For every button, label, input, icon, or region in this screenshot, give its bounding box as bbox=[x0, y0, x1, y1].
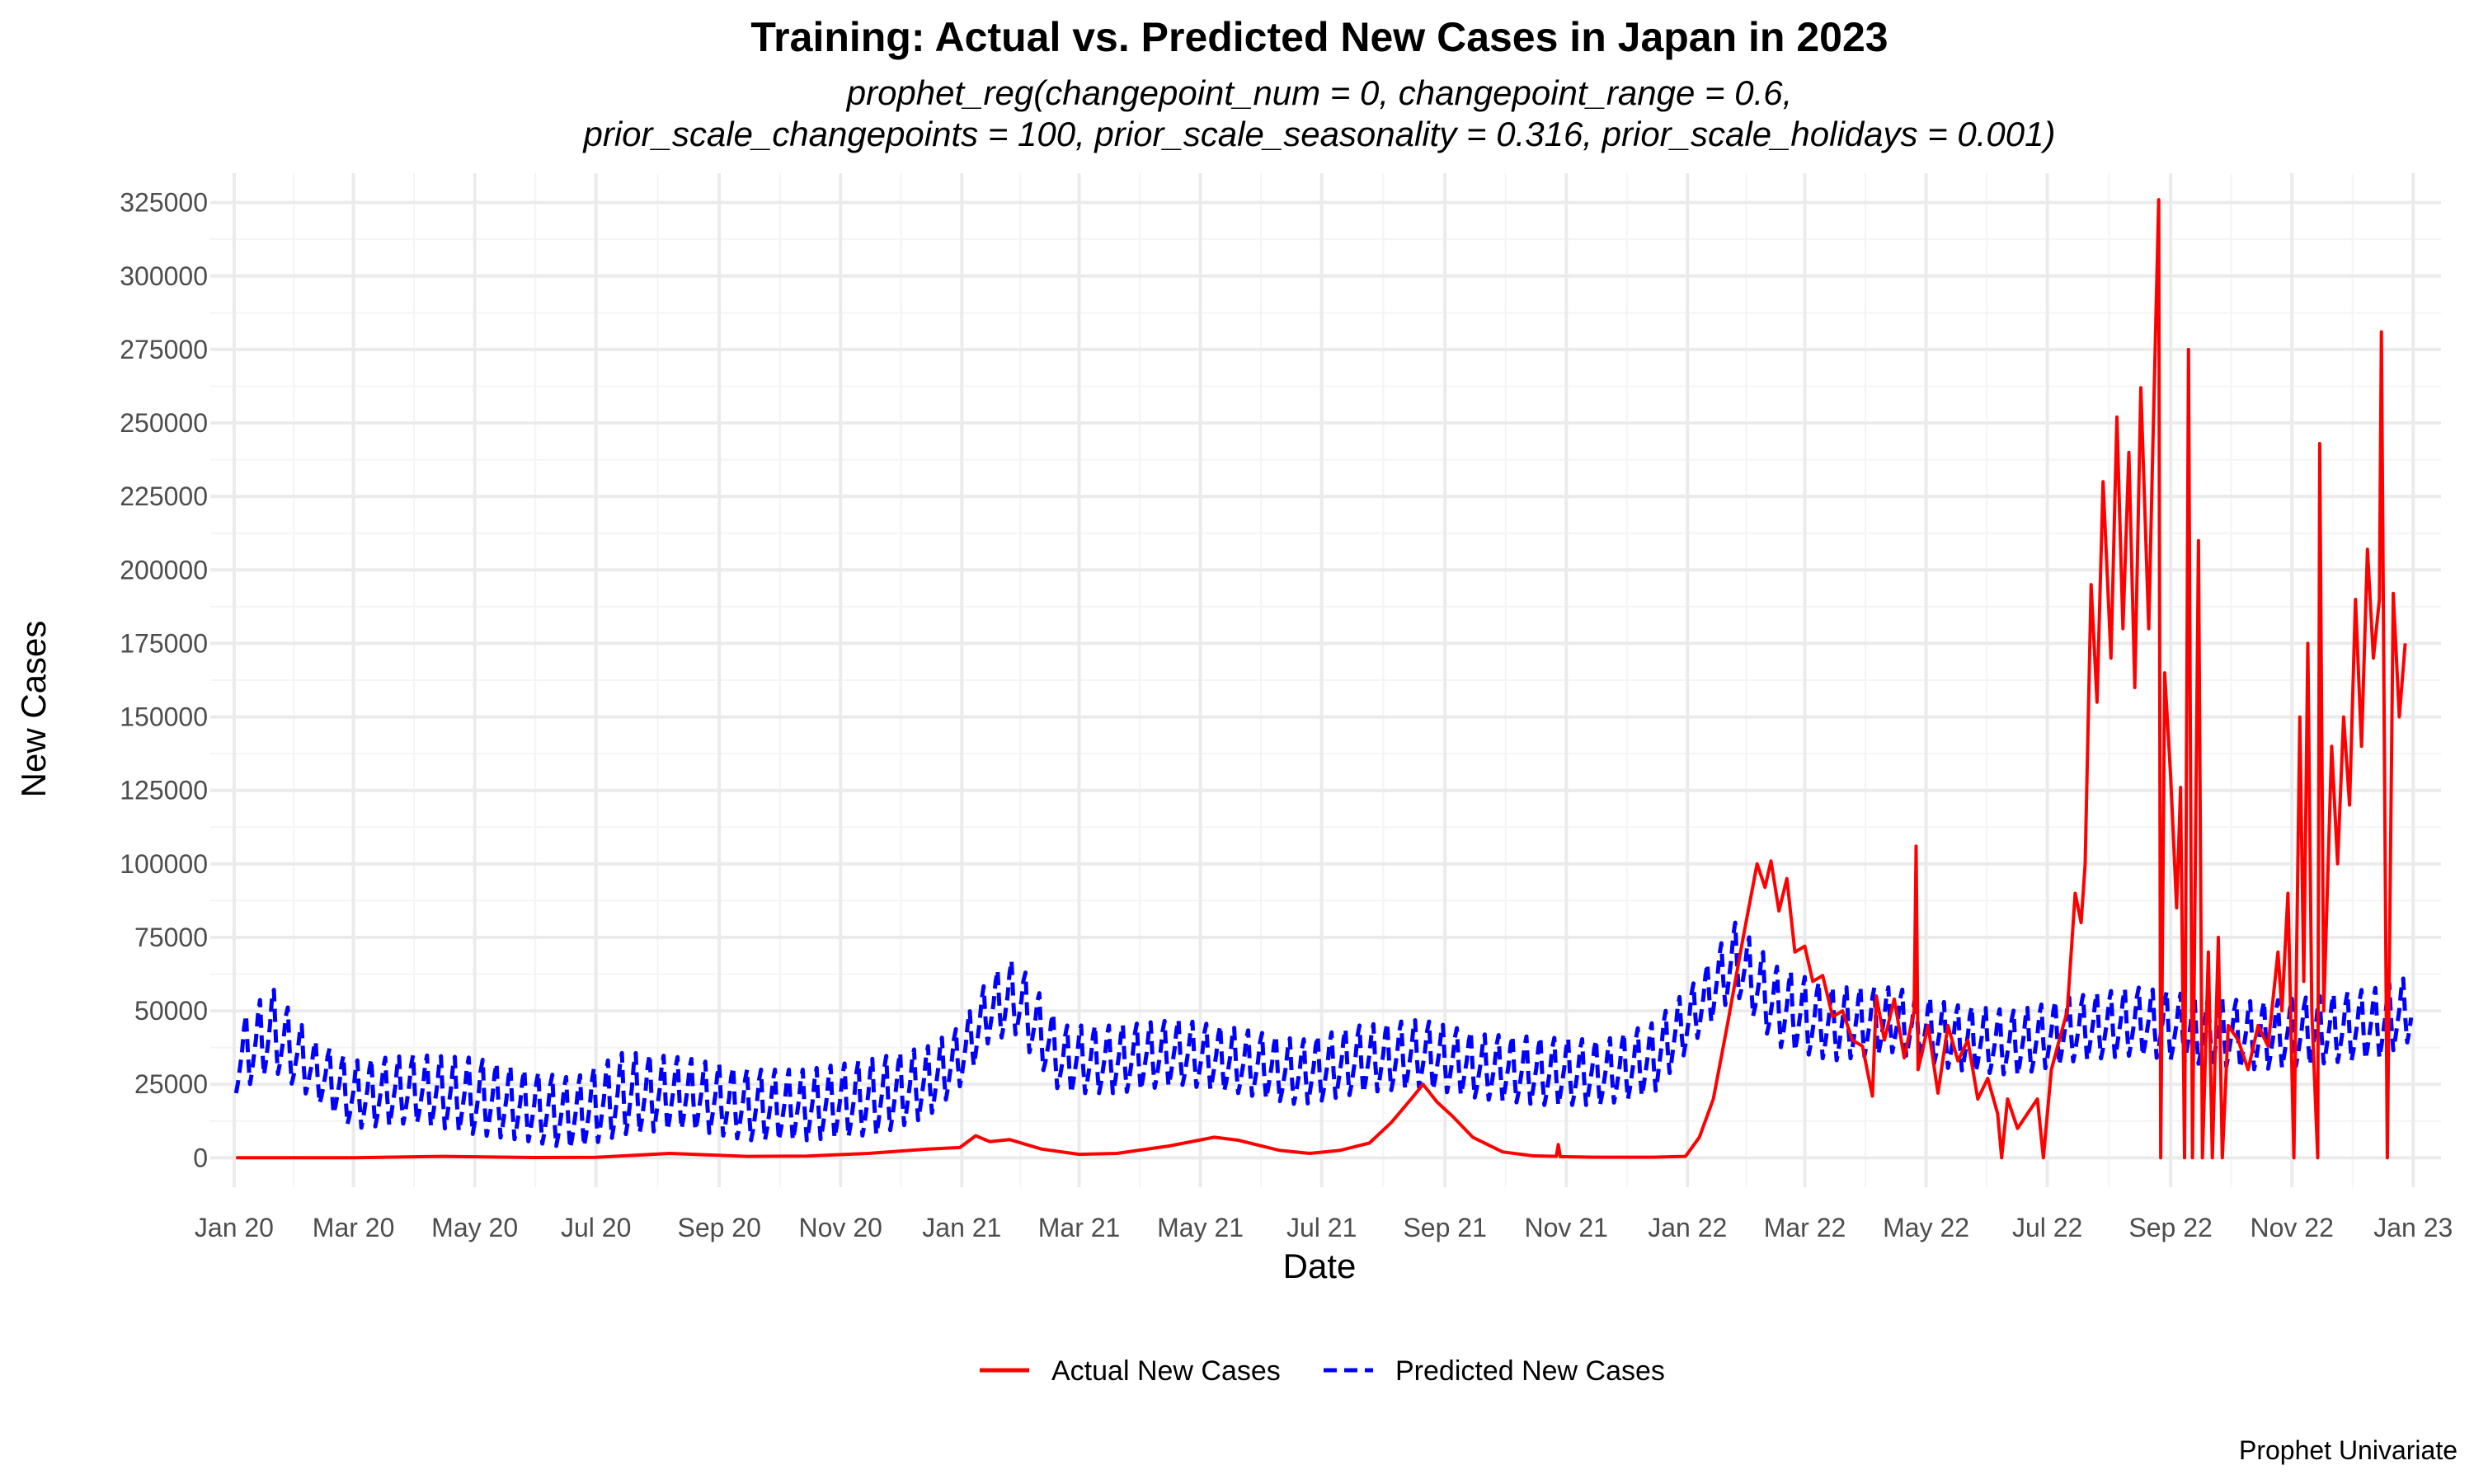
x-tick-label: Jul 22 bbox=[2012, 1213, 2082, 1242]
plot-area bbox=[233, 198, 2414, 1160]
x-tick-label: Sep 22 bbox=[2128, 1213, 2212, 1242]
y-tick-label: 125000 bbox=[120, 776, 208, 805]
x-axis-ticks: Jan 20 Mar 20 May 20 Jul 20 Sep 20 Nov 20 Jan … bbox=[195, 1213, 2453, 1242]
legend: Actual New Cases Predicted New Cases bbox=[980, 1355, 1665, 1387]
x-tick-label: Jan 21 bbox=[922, 1213, 1001, 1242]
y-tick-label: 225000 bbox=[120, 481, 208, 511]
x-tick-label: Jan 20 bbox=[195, 1213, 274, 1242]
y-tick-label: 200000 bbox=[120, 555, 208, 585]
x-tick-label: Jul 20 bbox=[561, 1213, 631, 1242]
y-tick-label: 75000 bbox=[134, 923, 208, 952]
x-tick-label: Jan 23 bbox=[2373, 1213, 2453, 1242]
x-tick-label: May 22 bbox=[1883, 1213, 1969, 1242]
legend-label-actual: Actual New Cases bbox=[1051, 1355, 1281, 1387]
x-tick-label: Nov 20 bbox=[799, 1213, 882, 1242]
chart-subtitle-line-2: prior_scale_changepoints = 100, prior_sc… bbox=[582, 115, 2056, 153]
x-tick-label: Mar 22 bbox=[1764, 1213, 1846, 1242]
y-axis-ticks: 0 25000 50000 75000 100000 125000 150000 175000… bbox=[120, 188, 208, 1173]
x-tick-label: May 20 bbox=[431, 1213, 518, 1242]
y-tick-label: 50000 bbox=[134, 996, 208, 1026]
x-tick-label: Sep 21 bbox=[1403, 1213, 1486, 1242]
x-tick-label: Mar 20 bbox=[313, 1213, 395, 1242]
x-axis-title: Date bbox=[1283, 1247, 1357, 1285]
y-tick-label: 250000 bbox=[120, 408, 208, 438]
y-tick-label: 25000 bbox=[134, 1069, 208, 1099]
x-tick-label: Mar 21 bbox=[1038, 1213, 1121, 1242]
chart-title: Training: Actual vs. Predicted New Cases… bbox=[750, 14, 1888, 60]
y-tick-label: 325000 bbox=[120, 188, 208, 218]
gridlines bbox=[210, 173, 2441, 1187]
predicted-new-cases-line bbox=[233, 920, 2414, 1151]
x-tick-label: Nov 22 bbox=[2250, 1213, 2333, 1242]
y-tick-label: 150000 bbox=[120, 702, 208, 732]
y-tick-label: 275000 bbox=[120, 335, 208, 364]
y-tick-label: 100000 bbox=[120, 849, 208, 879]
y-tick-label: 175000 bbox=[120, 628, 208, 658]
x-tick-label: Jul 21 bbox=[1286, 1213, 1357, 1242]
x-tick-label: May 21 bbox=[1157, 1213, 1244, 1242]
x-tick-label: Sep 20 bbox=[677, 1213, 760, 1242]
y-tick-label: 0 bbox=[193, 1143, 208, 1172]
y-axis-title: New Cases bbox=[14, 621, 53, 798]
chart-subtitle-line-1: prophet_reg(changepoint_num = 0, changep… bbox=[845, 73, 1793, 112]
x-tick-label: Jan 22 bbox=[1648, 1213, 1727, 1242]
y-tick-label: 300000 bbox=[120, 261, 208, 291]
chart-caption: Prophet Univariate bbox=[2239, 1435, 2458, 1465]
actual-new-cases-line bbox=[236, 198, 2407, 1160]
x-tick-label: Nov 21 bbox=[1525, 1213, 1608, 1242]
legend-label-predicted: Predicted New Cases bbox=[1395, 1355, 1665, 1387]
